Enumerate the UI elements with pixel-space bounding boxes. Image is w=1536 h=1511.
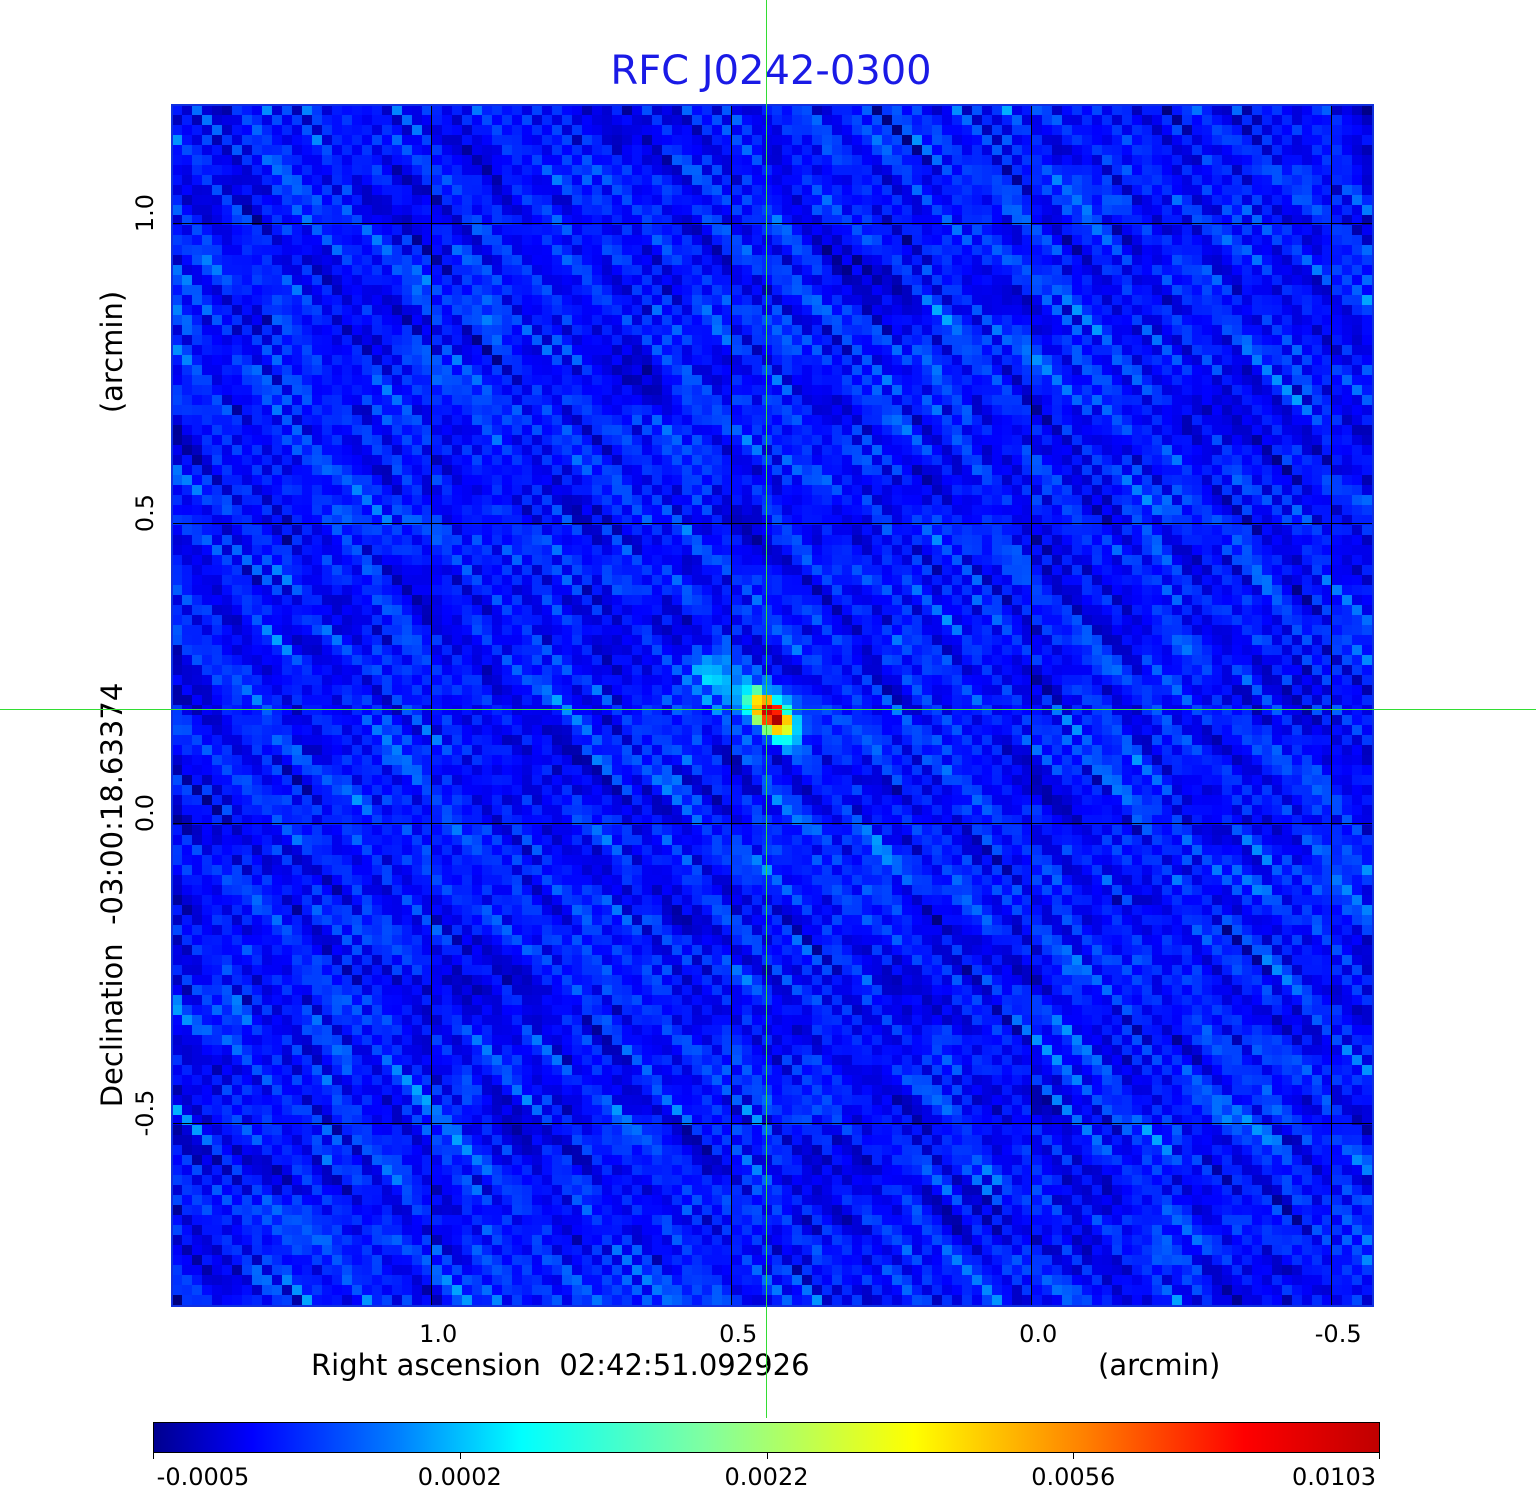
chart-title: RFC J0242-0300 [610,48,932,94]
y-tick-label: 1.0 [131,194,159,233]
colorbar [153,1422,1380,1453]
crosshair-horizontal [0,709,1536,710]
y-tick-label: 0.5 [131,494,159,533]
colorbar-tick [1379,1453,1380,1459]
colorbar-tick [766,1453,768,1459]
y-axis-label: Declination -03:00:18.63374 [95,682,129,1108]
radio-image-heatmap [172,105,1372,1305]
colorbar-tick-label: 0.0056 [1031,1463,1116,1491]
y-axis-unit: (arcmin) [95,290,129,414]
x-gridline [1331,105,1333,1305]
y-gridline [172,1123,1372,1125]
x-gridline [1031,105,1033,1305]
colorbar-tick [1073,1453,1075,1459]
image-plot-area[interactable] [172,105,1372,1305]
x-tick-label: 1.0 [419,1320,458,1348]
y-gridline [172,223,1372,225]
y-gridline [172,523,1372,525]
colorbar-tick-label: 0.0022 [724,1463,809,1491]
x-tick-label: 0.0 [1019,1320,1058,1348]
colorbar-tick-label: 0.0002 [417,1463,502,1491]
colorbar-tick-label: 0.0103 [1292,1463,1376,1491]
x-axis-unit: (arcmin) [1098,1348,1221,1382]
y-tick-label: -0.5 [131,1089,159,1137]
x-tick-label: 0.5 [719,1320,758,1348]
colorbar-tick-label: -0.0005 [156,1463,250,1491]
x-gridline [431,105,433,1305]
y-gridline [172,823,1372,825]
x-gridline [731,105,733,1305]
colorbar-tick [153,1453,154,1459]
x-tick-label: -0.5 [1314,1320,1362,1348]
x-axis-label: Right ascension 02:42:51.092926 [311,1348,810,1382]
y-tick-label: 0.0 [131,794,159,833]
colorbar-tick [459,1453,461,1459]
